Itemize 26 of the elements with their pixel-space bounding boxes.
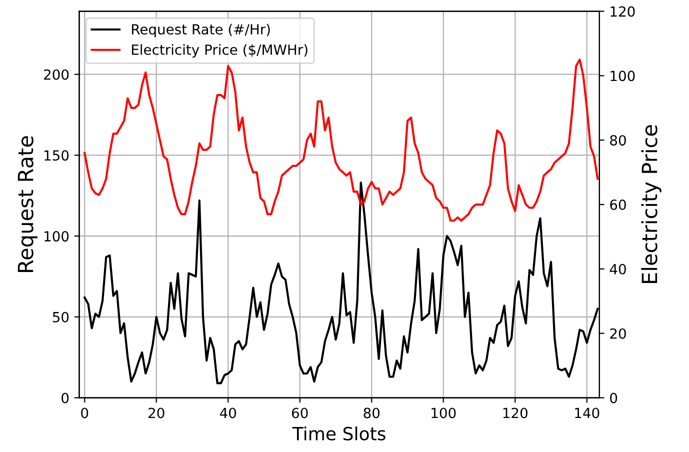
y2-tick-label: 60 [610,200,626,210]
y-tick-label: 0 [62,392,69,404]
y2-tick-label: 40 [610,264,626,274]
x-tick-label: 100 [432,408,456,418]
y2-tick-label: 20 [610,328,626,339]
y2-tick-label: 0 [610,392,618,404]
line-series [84,58,599,222]
x-tick-label: 60 [292,408,308,418]
x-tick-label: 120 [503,408,528,418]
y-tick-label: 200 [44,69,69,80]
x-tick-label: 40 [220,408,236,418]
y-tick-label: 50 [52,312,69,322]
y-tick-label: 150 [44,150,69,161]
x-tick-label: 0 [81,408,88,418]
x-tick-label: 80 [364,408,380,418]
x-axis-title: Time Slots [292,426,386,440]
y2-axis-title: Electricity Price [641,125,662,283]
y-tick-label: 100 [44,231,69,242]
x-tick-label: 20 [148,408,164,418]
legend-label: Request Rate (#/Hr) [132,24,270,38]
x-tick-label: 140 [575,408,600,418]
legend-label: Electricity Price ($/MWHr) [132,44,308,58]
y2-tick-label: 100 [610,70,635,82]
y2-tick-label: 80 [610,135,626,146]
y2-tick-label: 120 [610,6,635,17]
y-axis-title: Request Rate [18,136,38,272]
